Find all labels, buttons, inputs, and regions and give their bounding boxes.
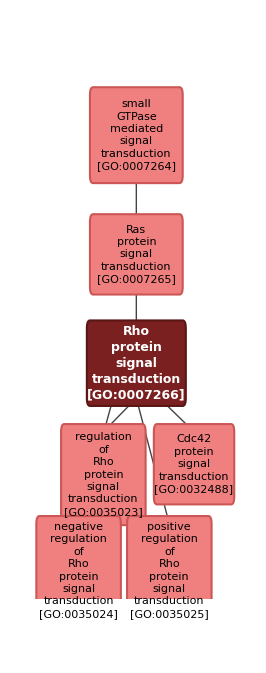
FancyBboxPatch shape [61, 424, 146, 525]
Text: Ras
protein
signal
transduction
[GO:0007265]: Ras protein signal transduction [GO:0007… [97, 225, 176, 284]
FancyBboxPatch shape [87, 320, 186, 406]
Text: regulation
of
Rho
protein
signal
transduction
[GO:0035023]: regulation of Rho protein signal transdu… [64, 432, 143, 517]
Text: negative
regulation
of
Rho
protein
signal
transduction
[GO:0035024]: negative regulation of Rho protein signa… [39, 522, 118, 619]
FancyBboxPatch shape [154, 424, 234, 504]
Text: Cdc42
protein
signal
transduction
[GO:0032488]: Cdc42 protein signal transduction [GO:00… [155, 435, 234, 494]
Text: positive
regulation
of
Rho
protein
signal
transduction
[GO:0035025]: positive regulation of Rho protein signa… [130, 522, 209, 619]
Text: Rho
protein
signal
transduction
[GO:0007266]: Rho protein signal transduction [GO:0007… [87, 324, 186, 402]
FancyBboxPatch shape [90, 214, 183, 295]
Text: small
GTPase
mediated
signal
transduction
[GO:0007264]: small GTPase mediated signal transductio… [97, 99, 176, 171]
FancyBboxPatch shape [90, 87, 183, 183]
FancyBboxPatch shape [36, 516, 121, 625]
FancyBboxPatch shape [127, 516, 211, 625]
